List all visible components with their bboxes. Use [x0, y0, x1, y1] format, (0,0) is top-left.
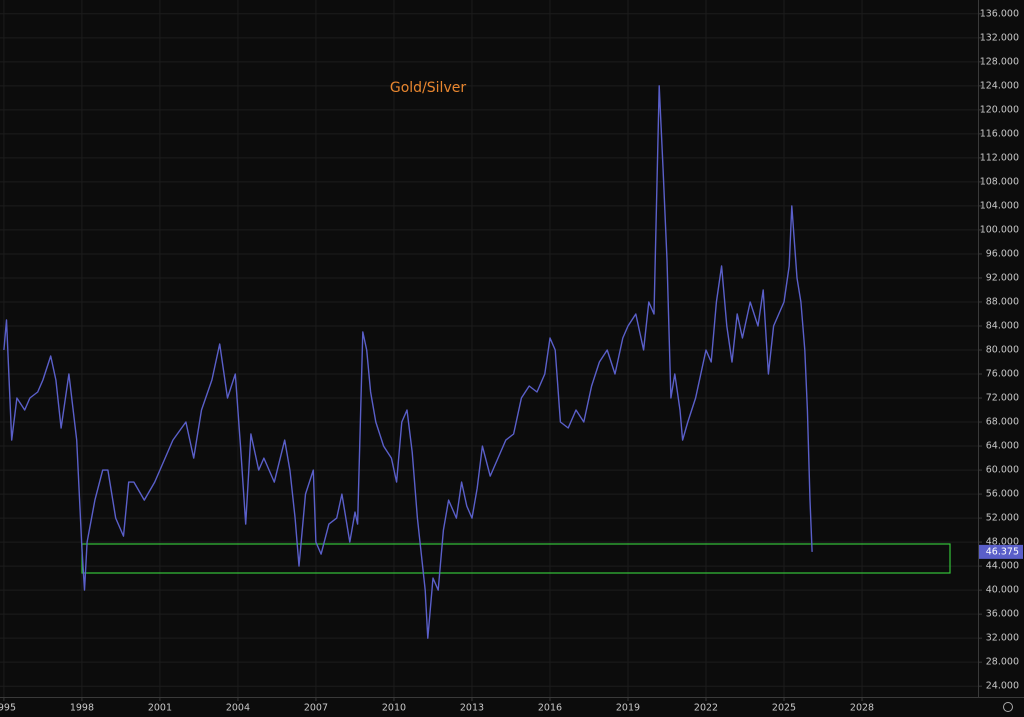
- last-value-label: 46.375: [986, 546, 1019, 557]
- settings-icon[interactable]: [1003, 702, 1013, 712]
- y-tick-label: 132.000: [980, 32, 1019, 43]
- y-tick-label: 68.000: [986, 417, 1019, 428]
- y-tick-label: 96.000: [986, 248, 1019, 259]
- y-tick-label: 88.000: [986, 296, 1019, 307]
- price-line: [3, 85, 813, 639]
- y-tick-label: 56.000: [986, 489, 1019, 500]
- x-tick-label: 2013: [460, 703, 484, 714]
- y-tick-label: 104.000: [980, 200, 1019, 211]
- y-tick-label: 116.000: [980, 128, 1019, 139]
- y-tick-label: 136.000: [980, 8, 1019, 19]
- chart-title: Gold/Silver: [390, 80, 466, 96]
- x-tick-label: 2028: [850, 703, 874, 714]
- y-tick-label: 112.000: [980, 152, 1019, 163]
- y-tick-label: 32.000: [986, 633, 1019, 644]
- y-tick-label: 28.000: [986, 657, 1019, 668]
- y-tick-label: 48.000: [986, 537, 1019, 548]
- y-tick-label: 64.000: [986, 441, 1019, 452]
- y-tick-label: 108.000: [980, 176, 1019, 187]
- y-tick-label: 40.000: [986, 585, 1019, 596]
- y-tick-label: 100.000: [980, 224, 1019, 235]
- x-tick-label: 2016: [538, 703, 562, 714]
- x-tick-label: 1995: [0, 703, 16, 714]
- y-tick-label: 80.000: [986, 345, 1019, 356]
- x-tick-label: 1998: [70, 703, 94, 714]
- y-tick-label: 84.000: [986, 320, 1019, 331]
- y-tick-label: 72.000: [986, 393, 1019, 404]
- y-tick-label: 52.000: [986, 513, 1019, 524]
- y-tick-label: 24.000: [986, 681, 1019, 692]
- y-tick-label: 60.000: [986, 465, 1019, 476]
- y-tick-label: 120.000: [980, 104, 1019, 115]
- x-tick-label: 2001: [148, 703, 172, 714]
- x-tick-label: 2019: [616, 703, 640, 714]
- x-tick-label: 2007: [304, 703, 328, 714]
- grid: [0, 0, 978, 697]
- x-tick-label: 2025: [772, 703, 796, 714]
- last-value-box: [979, 544, 1023, 559]
- y-tick-label: 76.000: [986, 369, 1019, 380]
- y-tick-label: 128.000: [980, 56, 1019, 67]
- y-tick-label: 36.000: [986, 609, 1019, 620]
- y-tick-label: 92.000: [986, 272, 1019, 283]
- x-tick-label: 2010: [382, 703, 406, 714]
- x-tick-label: 2022: [694, 703, 718, 714]
- y-tick-label: 44.000: [986, 561, 1019, 572]
- x-tick-label: 2004: [226, 703, 250, 714]
- y-tick-label: 124.000: [980, 80, 1019, 91]
